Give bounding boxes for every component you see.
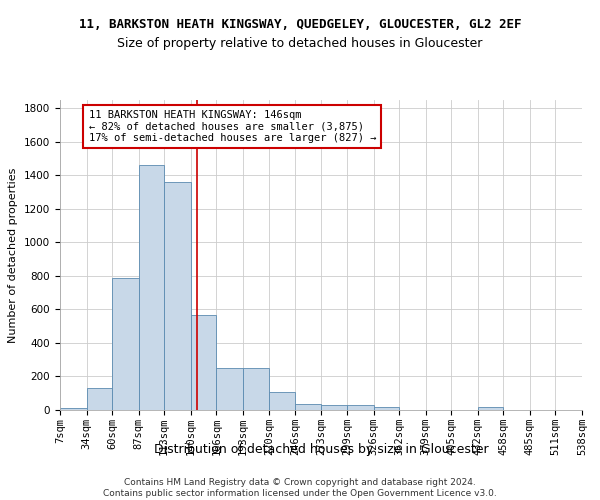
Bar xyxy=(478,406,503,410)
Bar xyxy=(295,404,322,410)
Y-axis label: Number of detached properties: Number of detached properties xyxy=(8,168,19,342)
Bar xyxy=(191,316,217,410)
Text: 11 BARKSTON HEATH KINGSWAY: 146sqm
← 82% of detached houses are smaller (3,875)
: 11 BARKSTON HEATH KINGSWAY: 146sqm ← 82%… xyxy=(89,110,376,144)
Bar xyxy=(374,406,399,410)
Text: 11, BARKSTON HEATH KINGSWAY, QUEDGELEY, GLOUCESTER, GL2 2EF: 11, BARKSTON HEATH KINGSWAY, QUEDGELEY, … xyxy=(79,18,521,30)
Bar xyxy=(86,388,112,410)
Bar xyxy=(139,166,164,410)
Bar xyxy=(164,182,191,410)
Bar xyxy=(217,368,243,410)
Bar xyxy=(322,405,347,410)
Bar xyxy=(243,368,269,410)
Bar xyxy=(347,405,374,410)
Bar xyxy=(269,392,295,410)
Text: Contains HM Land Registry data © Crown copyright and database right 2024.
Contai: Contains HM Land Registry data © Crown c… xyxy=(103,478,497,498)
Bar xyxy=(112,278,139,410)
Bar xyxy=(60,408,86,410)
Text: Distribution of detached houses by size in Gloucester: Distribution of detached houses by size … xyxy=(154,442,488,456)
Text: Size of property relative to detached houses in Gloucester: Size of property relative to detached ho… xyxy=(118,38,482,51)
